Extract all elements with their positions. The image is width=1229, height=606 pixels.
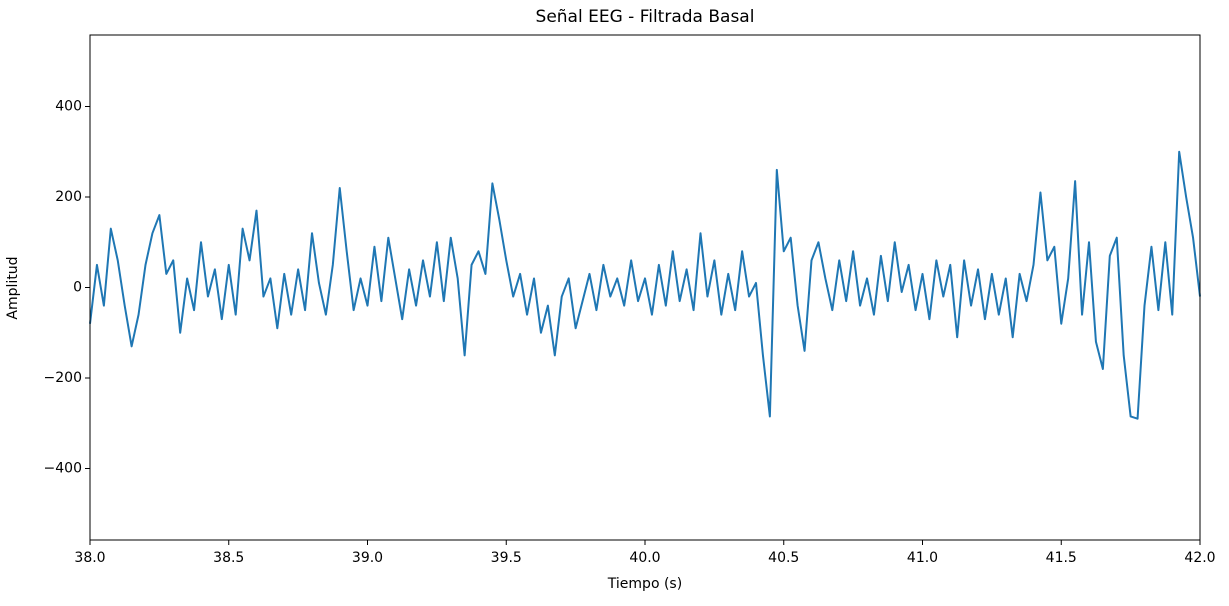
x-tick-label: 42.0 xyxy=(1184,550,1215,566)
y-tick-label: 200 xyxy=(55,189,82,205)
y-axis-label: Amplitud xyxy=(5,256,21,319)
x-tick-label: 38.0 xyxy=(74,550,105,566)
x-tick-label: 39.5 xyxy=(491,550,522,566)
y-tick-label: 0 xyxy=(73,280,82,296)
x-tick-label: 39.0 xyxy=(352,550,383,566)
y-tick-label: −200 xyxy=(44,370,82,386)
x-axis-label: Tiempo (s) xyxy=(607,576,682,592)
chart-title: Señal EEG - Filtrada Basal xyxy=(536,7,755,27)
signal-line xyxy=(89,150,1201,420)
x-tick-label: 40.5 xyxy=(768,550,799,566)
x-tick-label: 40.0 xyxy=(629,550,660,566)
y-tick-label: 400 xyxy=(55,98,82,114)
x-tick-label: 41.5 xyxy=(1046,550,1077,566)
plot-frame xyxy=(89,34,1201,541)
y-tick-label: −400 xyxy=(44,461,82,477)
x-tick-label: 41.0 xyxy=(907,550,938,566)
x-tick-label: 38.5 xyxy=(213,550,244,566)
